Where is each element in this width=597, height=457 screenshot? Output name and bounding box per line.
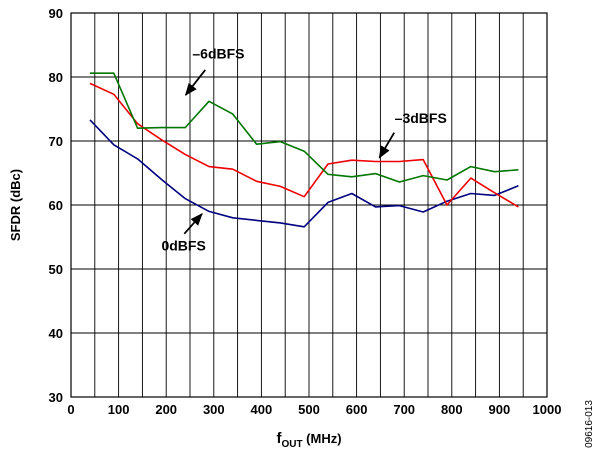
x-tick-label: 500	[298, 402, 320, 417]
y-tick-label: 40	[49, 326, 63, 341]
y-tick-label: 60	[49, 198, 63, 213]
annotation-arrow	[184, 69, 206, 96]
x-axis-title-unit: (MHz)	[303, 431, 342, 446]
x-tick-label: 700	[393, 402, 415, 417]
x-axis-title-sub: OUT	[281, 439, 302, 450]
x-tick-label: 900	[489, 402, 511, 417]
y-tick-label: 30	[49, 390, 63, 405]
x-tick-label: 300	[203, 402, 225, 417]
y-tick-label: 70	[49, 134, 63, 149]
x-tick-label: 400	[251, 402, 273, 417]
figure-id: 09616-013	[584, 400, 595, 448]
x-tick-label: 600	[346, 402, 368, 417]
annotation-arrow	[183, 213, 203, 235]
x-tick-label: 1000	[533, 402, 562, 417]
y-axis-title: SFDR (dBc)	[8, 169, 23, 241]
x-tick-labels: 0 100 200 300 400 500 600 700 800 900 1000	[67, 402, 561, 417]
series-lines	[89, 72, 519, 228]
y-tick-labels: 30 40 50 60 70 80 90	[49, 6, 63, 405]
plot-frame	[70, 12, 548, 398]
series-line-6dbfs	[90, 72, 519, 183]
grid	[71, 13, 547, 397]
x-axis-title-main: f	[276, 430, 282, 447]
annotations: –6dBFS –3dBFS 0dBFS	[161, 45, 446, 253]
x-tick-label: 100	[108, 402, 130, 417]
x-tick-label: 200	[155, 402, 177, 417]
annotation-arrow	[378, 132, 395, 159]
x-axis-title: fOUT (MHz)	[276, 430, 341, 450]
series-line-3dbfs	[89, 82, 519, 208]
annotation-label: 0dBFS	[161, 237, 205, 253]
x-tick-label: 0	[67, 402, 74, 417]
y-tick-label: 50	[49, 262, 63, 277]
series-line-0dbfs	[89, 119, 519, 228]
annotation-label: –3dBFS	[395, 110, 447, 126]
y-tick-label: 80	[49, 70, 63, 85]
x-tick-label: 800	[441, 402, 463, 417]
y-tick-label: 90	[49, 6, 63, 21]
annotation-label: –6dBFS	[192, 45, 244, 61]
